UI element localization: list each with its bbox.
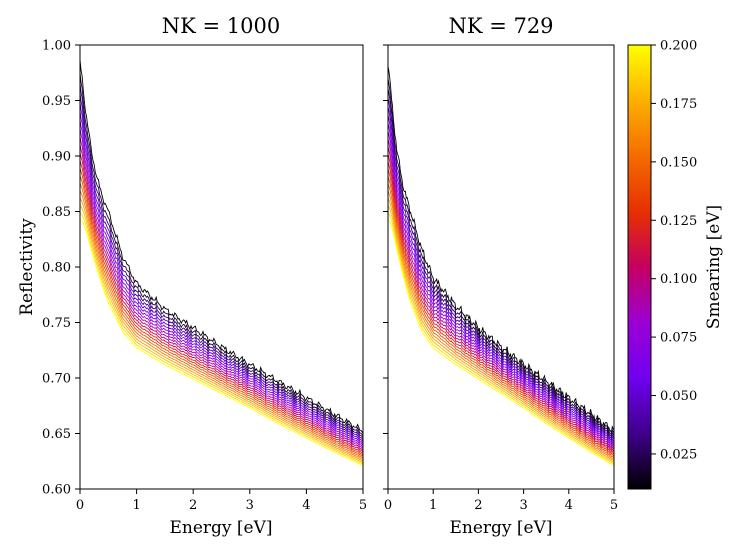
curve-smearing-3 — [387, 88, 615, 439]
curve-smearing-10 — [387, 146, 615, 450]
x-tick-label: 1 — [429, 498, 437, 513]
curve-smearing-9 — [79, 136, 364, 449]
panel-left-x-ticks: 0 1 2 3 4 5 — [76, 489, 367, 513]
colorbar-tick-label: 0.050 — [660, 389, 697, 404]
panel-left-y-ticks: 0.60 0.65 0.70 0.75 0.80 0.85 0.90 0.95 1.00 — [42, 39, 80, 498]
colorbar-tick-label: 0.200 — [660, 39, 697, 54]
panel-right-x-ticks: 0 1 2 3 4 5 — [384, 489, 618, 513]
curve-smearing-20 — [387, 219, 615, 467]
curve-smearing-8 — [387, 131, 615, 447]
colorbar-ticks: 0.025 0.050 0.075 0.100 0.125 0.150 0.175 0.200 — [651, 39, 697, 462]
curve-smearing-15 — [387, 183, 615, 459]
x-tick-label: 0 — [76, 498, 84, 513]
curve-smearing-13 — [387, 169, 615, 455]
panel-left-x-label: Energy [eV] — [169, 518, 272, 538]
curve-smearing-12 — [387, 161, 615, 453]
curve-smearing-14 — [387, 176, 615, 457]
x-tick-label: 4 — [302, 498, 310, 513]
curve-smearing-2 — [79, 72, 364, 437]
x-tick-label: 2 — [189, 498, 197, 513]
curve-smearing-18 — [79, 204, 364, 464]
curve-smearing-20 — [79, 218, 364, 467]
panel-right-title: NK = 729 — [448, 14, 553, 38]
curve-smearing-19 — [79, 211, 364, 465]
curve-smearing-6 — [387, 114, 615, 444]
y-tick-label: 0.95 — [42, 94, 71, 109]
colorbar-tick-label: 0.150 — [660, 155, 697, 170]
x-tick-label: 4 — [565, 498, 573, 513]
x-tick-label: 3 — [519, 498, 527, 513]
x-tick-label: 5 — [359, 498, 367, 513]
panel-left-curves — [79, 59, 364, 467]
curve-smearing-16 — [387, 190, 615, 460]
curve-smearing-4 — [79, 92, 364, 441]
curve-smearing-7 — [387, 123, 615, 445]
curve-smearing-15 — [79, 182, 364, 459]
colorbar: 0.025 0.050 0.075 0.100 0.125 0.150 0.175 0.200… — [627, 39, 724, 490]
colorbar-tick-label: 0.175 — [660, 97, 697, 112]
y-axis-label: Reflectivity — [17, 218, 37, 316]
x-tick-label: 5 — [610, 498, 618, 513]
curve-smearing-13 — [79, 167, 364, 456]
colorbar-tick-label: 0.025 — [660, 447, 697, 462]
curve-smearing-17 — [387, 197, 615, 462]
curve-smearing-11 — [79, 152, 364, 453]
y-tick-label: 0.70 — [42, 372, 71, 387]
colorbar-tick-label: 0.075 — [660, 331, 697, 346]
y-tick-label: 1.00 — [42, 39, 71, 54]
curve-smearing-3 — [79, 83, 364, 439]
curve-smearing-7 — [79, 119, 364, 446]
panel-right-curves — [387, 66, 615, 467]
curve-smearing-2 — [387, 78, 615, 437]
y-tick-label: 0.75 — [42, 316, 71, 331]
panel-right-x-label: Energy [eV] — [449, 518, 552, 538]
curve-smearing-14 — [79, 175, 364, 457]
curve-smearing-10 — [79, 144, 364, 451]
colorbar-tick-label: 0.125 — [660, 214, 697, 229]
curve-smearing-19 — [387, 212, 615, 465]
curve-smearing-17 — [79, 197, 364, 462]
y-tick-label: 0.80 — [42, 261, 71, 276]
colorbar-tick-label: 0.100 — [660, 272, 697, 287]
curve-smearing-5 — [387, 106, 615, 442]
curve-smearing-16 — [79, 190, 364, 460]
curve-smearing-11 — [387, 154, 615, 452]
x-tick-label: 0 — [384, 498, 392, 513]
x-tick-label: 3 — [246, 498, 254, 513]
curve-smearing-12 — [79, 160, 364, 454]
curve-smearing-4 — [387, 97, 615, 440]
y-tick-label: 0.85 — [42, 205, 71, 220]
curve-smearing-1 — [387, 66, 615, 434]
curve-smearing-8 — [79, 128, 364, 448]
colorbar-label: Smearing [eV] — [704, 205, 724, 329]
curve-smearing-5 — [79, 102, 364, 443]
curve-smearing-9 — [387, 138, 615, 449]
panel-left: NK = 1000 0 1 2 3 4 5 0.60 0.65 0.70 0.75 0.80 0.8… — [42, 14, 367, 538]
curve-smearing-6 — [79, 111, 364, 444]
y-tick-label: 0.60 — [42, 483, 71, 498]
y-tick-label: 0.90 — [42, 150, 71, 165]
curve-smearing-1 — [79, 59, 364, 434]
curve-smearing-18 — [387, 204, 615, 463]
x-tick-label: 1 — [132, 498, 140, 513]
colorbar-gradient — [627, 44, 652, 490]
panel-left-title: NK = 1000 — [162, 14, 280, 38]
x-tick-label: 2 — [474, 498, 482, 513]
panel-right: NK = 729 0 1 2 3 4 5 Energy [eV] — [383, 14, 618, 538]
panel-right-y-ticks — [383, 44, 388, 490]
y-tick-label: 0.65 — [42, 427, 71, 442]
